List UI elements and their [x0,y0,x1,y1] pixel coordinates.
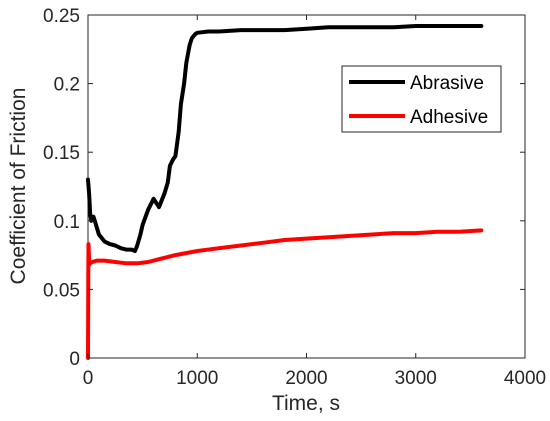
y-tick-label: 0.05 [43,280,80,301]
y-tick-label: 0.2 [54,75,80,96]
series-layer [86,24,484,360]
y-tick-label: 0.1 [54,212,80,233]
x-tick-label: 3000 [395,368,437,389]
x-tick-label: 4000 [504,368,546,389]
y-tick-label: 0.15 [43,143,80,164]
ticks-layer [87,14,526,359]
x-tick-label: 1000 [176,368,218,389]
legend: Abrasive Adhesive [341,65,502,133]
legend-label-adhesive: Adhesive [410,107,488,128]
y-tick-labels: 0 0.05 0.1 0.15 0.2 0.25 [43,6,80,370]
x-tick-labels: 0 1000 2000 3000 4000 [83,368,546,389]
series-line-abrasive [86,24,484,253]
y-tick-label: 0.25 [43,6,80,27]
x-tick-label: 2000 [285,368,327,389]
x-axis-title: Time, s [272,392,340,415]
series-line-adhesive [86,228,484,360]
y-tick-label: 0 [69,349,80,370]
legend-box [341,65,502,133]
y-axis-title: Coefficient of Friction [7,88,30,285]
x-tick-label: 0 [83,368,94,389]
legend-label-abrasive: Abrasive [410,73,484,94]
